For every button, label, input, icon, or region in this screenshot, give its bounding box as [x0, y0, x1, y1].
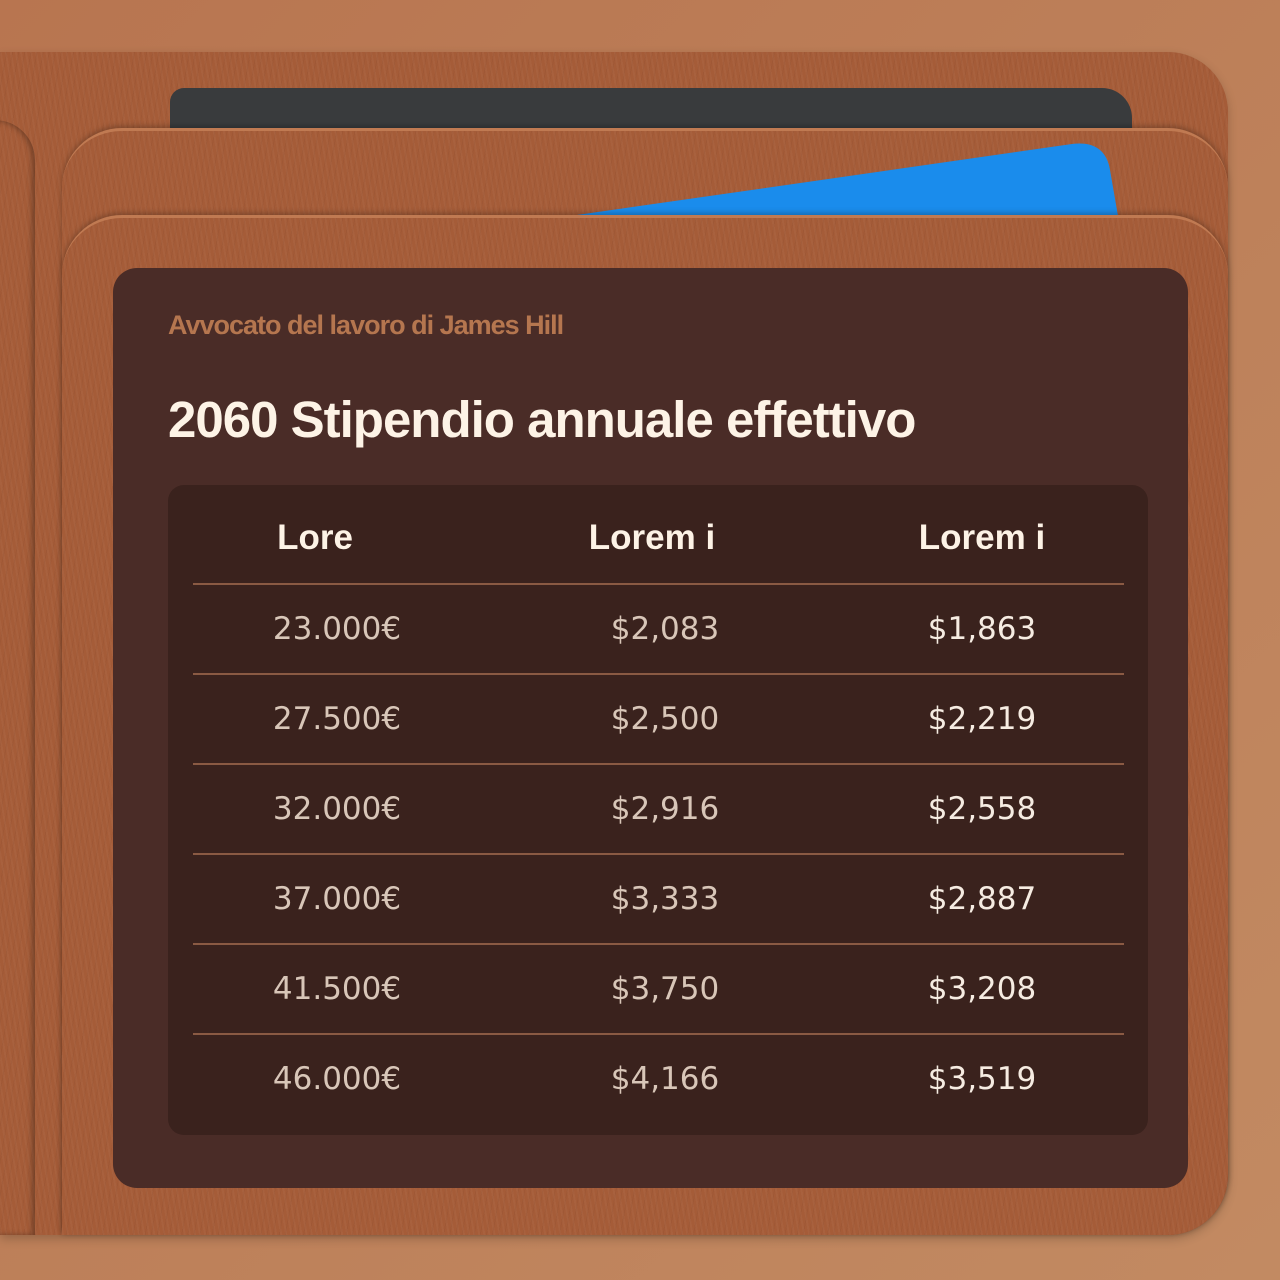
table-cell: $3,519 [927, 1061, 1037, 1097]
wallet-left-pocket [0, 120, 35, 1235]
table-row: 32.000€ $2,916 $2,558 [193, 763, 1124, 853]
header-cell: Lorem i [588, 518, 716, 557]
table-cell: 23.000€ [272, 611, 402, 647]
table-cell: $4,166 [610, 1061, 720, 1097]
table-cell: 32.000€ [272, 791, 402, 827]
salary-table: Lore Lorem i Lorem i 23.000€ $2,083 $1,863… [168, 485, 1148, 1135]
blue-card [570, 143, 1118, 216]
page-title: 2060 Stipendio annuale effettivo [168, 391, 916, 448]
table-cell: $2,887 [927, 881, 1037, 917]
table-row: 37.000€ $3,333 $2,887 [193, 853, 1124, 943]
table-row: 46.000€ $4,166 $3,519 [193, 1033, 1124, 1123]
table-row: 23.000€ $2,083 $1,863 [193, 583, 1124, 673]
table-cell: $3,333 [610, 881, 720, 917]
table-cell: $1,863 [927, 611, 1037, 647]
table-row: 27.500€ $2,500 $2,219 [193, 673, 1124, 763]
table-cell: 27.500€ [272, 701, 402, 737]
table-cell: $3,208 [927, 971, 1037, 1007]
header-cell: Lorem i [918, 518, 1046, 557]
table-cell: $2,219 [927, 701, 1037, 737]
table-cell: $2,916 [610, 791, 720, 827]
table-cell: 46.000€ [272, 1061, 402, 1097]
header-cell: Lore [277, 518, 353, 557]
table-cell: $2,083 [610, 611, 720, 647]
table-cell: 37.000€ [272, 881, 402, 917]
table-cell: 41.500€ [272, 971, 402, 1007]
table-row: 41.500€ $3,750 $3,208 [193, 943, 1124, 1033]
table-cell: $3,750 [610, 971, 720, 1007]
subtitle: Avvocato del lavoro di James Hill [168, 310, 564, 340]
table-header: Lore Lorem i Lorem i [193, 493, 1124, 583]
table-cell: $2,558 [927, 791, 1037, 827]
table-cell: $2,500 [610, 701, 720, 737]
